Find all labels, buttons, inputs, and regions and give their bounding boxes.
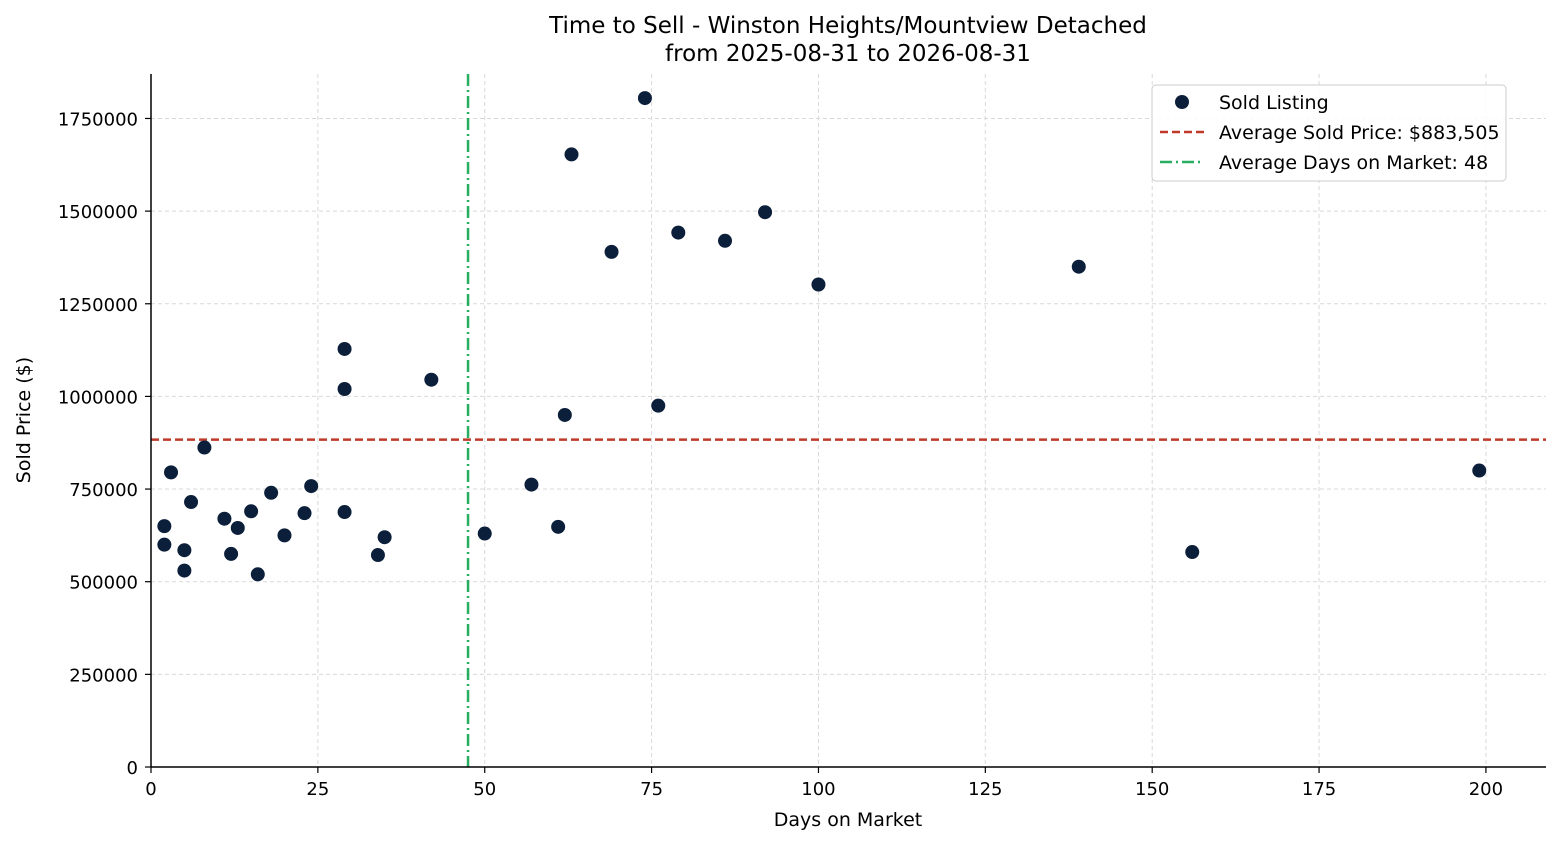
- sold-listing-point: [524, 477, 539, 492]
- data-points: [157, 91, 1487, 582]
- axes: [150, 74, 1546, 768]
- x-tick-label: 100: [801, 779, 835, 800]
- sold-listing-point: [637, 91, 652, 106]
- sold-listing-point: [157, 519, 172, 534]
- legend: Sold Listing Average Sold Price: $883,505…: [1151, 84, 1507, 182]
- grid-lines: [150, 74, 1546, 768]
- sold-listing-point: [164, 465, 179, 480]
- sold-listing-point: [671, 225, 686, 240]
- sold-listing-point: [1185, 545, 1200, 560]
- sold-listing-point: [811, 277, 826, 292]
- y-tick-label: 750000: [69, 480, 138, 501]
- sold-listing-point: [604, 244, 619, 259]
- y-tick-label: 1000000: [58, 387, 138, 408]
- y-axis-label: Sold Price ($): [13, 357, 35, 483]
- sold-listing-point: [718, 233, 733, 248]
- reference-lines: [151, 74, 1546, 767]
- sold-listing-point: [370, 548, 385, 563]
- sold-listing-point: [250, 567, 265, 582]
- legend-box: [1151, 84, 1507, 182]
- x-axis-label: Days on Market: [774, 809, 922, 831]
- sold-listing-point: [157, 537, 172, 552]
- x-tick-label: 50: [473, 779, 496, 800]
- sold-listing-point: [184, 495, 199, 510]
- legend-sold-listing: Sold Listing: [1219, 92, 1329, 114]
- sold-listing-point: [337, 382, 352, 396]
- sold-listing-point: [1071, 259, 1086, 274]
- sold-listing-point: [551, 519, 566, 534]
- y-tick-label: 1250000: [58, 295, 138, 316]
- sold-listing-point: [304, 479, 319, 494]
- y-axis-ticks: 0 250000 500000 750000 1000000 1250000 1500000…: [58, 109, 151, 779]
- sold-listing-point: [264, 485, 279, 500]
- sold-listing-point: [224, 546, 239, 561]
- y-tick-label: 500000: [69, 573, 138, 594]
- sold-listing-point: [424, 372, 439, 387]
- sold-listing-point: [758, 205, 773, 220]
- y-tick-label: 250000: [69, 665, 138, 686]
- legend-average-price: Average Sold Price: $883,505: [1219, 122, 1500, 144]
- sold-listing-point: [217, 511, 232, 526]
- x-tick-label: 75: [640, 779, 663, 800]
- x-tick-label: 150: [1135, 779, 1169, 800]
- sold-listing-point: [177, 543, 192, 558]
- sold-listing-point: [564, 147, 579, 162]
- x-axis-ticks: 0 25 50 75 100 125 150 175 200: [145, 767, 1503, 800]
- x-tick-label: 200: [1469, 779, 1503, 800]
- x-tick-label: 0: [145, 779, 156, 800]
- y-tick-label: 1500000: [58, 202, 138, 223]
- y-tick-label: 0: [127, 758, 138, 779]
- sold-listing-point: [244, 504, 259, 519]
- sold-listing-point: [230, 520, 245, 535]
- sold-listing-point: [651, 398, 666, 413]
- sold-listing-point: [1472, 463, 1487, 478]
- chart-title-line2: from 2025-08-31 to 2026-08-31: [665, 41, 1031, 67]
- x-tick-label: 175: [1302, 779, 1336, 800]
- x-tick-label: 25: [306, 779, 329, 800]
- legend-marker-icon: [1175, 95, 1189, 109]
- chart-title-line1: Time to Sell - Winston Heights/Mountview…: [548, 13, 1147, 39]
- y-tick-label: 1750000: [58, 109, 138, 130]
- sold-listing-point: [557, 407, 572, 422]
- sold-listing-point: [337, 505, 352, 520]
- x-tick-label: 125: [968, 779, 1002, 800]
- sold-listing-point: [377, 530, 392, 545]
- sold-listing-point: [197, 440, 212, 455]
- sold-listing-point: [177, 563, 192, 578]
- sold-listing-point: [277, 528, 292, 543]
- legend-average-days: Average Days on Market: 48: [1219, 152, 1488, 174]
- sold-listing-point: [297, 506, 312, 521]
- sold-listing-point: [337, 341, 352, 356]
- sold-listing-point: [477, 526, 492, 541]
